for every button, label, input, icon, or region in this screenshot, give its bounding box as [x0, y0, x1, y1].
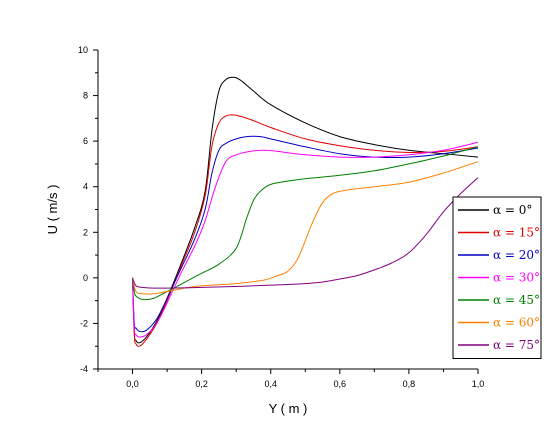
y-axis-ticks: -4 -2 0 2 4 6 8 10: [78, 45, 98, 374]
series-line: [132, 76, 479, 344]
legend-label: α = 20°: [493, 248, 540, 262]
series-lines: [132, 76, 479, 347]
y-tick-label: -4: [80, 364, 88, 374]
y-tick-label: 4: [83, 182, 88, 192]
legend-items: α = 0° α = 15° α = 20° α = 30° α = 45° α = 60…: [458, 203, 540, 352]
legend-label: α = 75°: [493, 338, 540, 352]
y-axis-title: U ( m/s ): [45, 185, 60, 235]
series-line: [132, 141, 479, 338]
y-tick-label: 6: [83, 136, 88, 146]
y-tick-label: -2: [80, 318, 88, 328]
x-tick-label: 1,0: [472, 379, 485, 389]
legend-label: α = 0°: [493, 203, 532, 217]
x-axis-title: Y ( m ): [269, 401, 308, 416]
y-tick-label: 0: [83, 273, 88, 283]
x-tick-label: 0,4: [264, 379, 277, 389]
series-line: [132, 135, 479, 333]
series-line: [132, 114, 479, 347]
series-line: [132, 146, 479, 301]
y-tick-label: 8: [83, 91, 88, 101]
x-tick-label: 0,8: [403, 379, 416, 389]
x-tick-label: 0,2: [195, 379, 208, 389]
x-tick-label: 0,0: [126, 379, 139, 389]
series-line: [132, 161, 479, 295]
legend-label: α = 15°: [493, 226, 540, 240]
y-tick-label: 2: [83, 227, 88, 237]
x-tick-label: 0,6: [334, 379, 347, 389]
x-axis-ticks: 0,0 0,2 0,4 0,6 0,8 1,0: [97, 369, 485, 389]
legend-label: α = 45°: [493, 293, 540, 307]
plot-area: 0,0 0,2 0,4 0,6 0,8 1,0 -4 -2 0 2 4 6 8 10: [78, 45, 484, 389]
series-line: [132, 177, 479, 289]
legend-label: α = 60°: [493, 316, 540, 330]
legend: α = 0° α = 15° α = 20° α = 30° α = 45° α = 60…: [452, 196, 542, 359]
y-tick-label: 10: [78, 45, 88, 55]
legend-label: α = 30°: [493, 271, 540, 285]
